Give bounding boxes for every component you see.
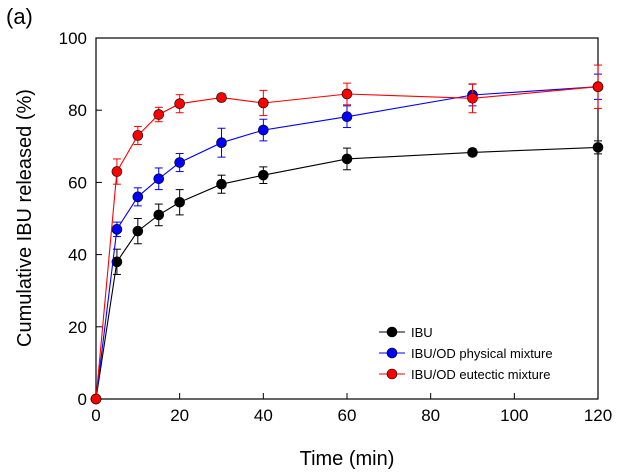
data-point: [111, 256, 123, 268]
y-tick-label: 20: [68, 318, 87, 337]
series-line: [95, 86, 599, 400]
y-tick-label: 60: [68, 173, 87, 192]
x-axis-title: Time (min): [300, 448, 395, 470]
data-point: [216, 92, 227, 103]
series-layer: [90, 64, 604, 405]
legend-marker: [386, 326, 398, 338]
x-tick-label: 60: [338, 406, 357, 425]
data-point: [592, 81, 604, 93]
data-point: [132, 225, 144, 237]
panel-label: (a): [6, 4, 33, 29]
data-point: [153, 209, 165, 221]
data-point: [341, 88, 353, 100]
data-point: [258, 124, 269, 136]
data-point: [153, 173, 165, 185]
axis-ticks: 0 20 40 60 80 100 120 0 20 40 60 80 100: [59, 29, 613, 425]
series-line: [95, 146, 599, 400]
legend-marker: [386, 347, 398, 359]
x-tick-label: 100: [500, 406, 528, 425]
x-tick-label: 120: [584, 406, 612, 425]
y-tick-label: 40: [68, 246, 87, 265]
data-point: [467, 92, 478, 104]
data-point: [174, 157, 185, 168]
data-point: [341, 153, 353, 165]
series-0: [90, 140, 604, 405]
data-point: [174, 196, 185, 208]
legend-label: IBU/OD physical mixture: [411, 346, 553, 361]
y-tick-label: 80: [68, 101, 87, 120]
data-point: [132, 130, 144, 141]
series-2: [90, 64, 604, 405]
y-axis-title: Cumulative IBU released (%): [14, 89, 36, 347]
series-line: [95, 86, 599, 400]
data-point: [90, 393, 102, 405]
y-tick-label: 0: [78, 390, 87, 409]
data-point: [258, 169, 269, 181]
data-point: [153, 109, 165, 120]
data-point: [258, 97, 269, 109]
data-point: [592, 142, 604, 153]
data-point: [174, 98, 185, 110]
legend-label: IBU: [411, 325, 433, 340]
data-point: [132, 191, 144, 203]
y-tick-label: 100: [59, 29, 87, 48]
x-tick-label: 80: [421, 406, 440, 425]
data-point: [216, 137, 227, 148]
data-point: [111, 224, 123, 235]
legend-label: IBU/OD eutectic mixture: [411, 367, 550, 382]
data-point: [467, 147, 478, 158]
x-tick-label: 40: [254, 406, 273, 425]
legend: IBU IBU/OD physical mixture IBU/OD eutecti…: [379, 325, 553, 382]
data-point: [216, 178, 227, 190]
legend-marker: [386, 368, 398, 380]
x-tick-label: 0: [91, 406, 100, 425]
x-tick-label: 20: [170, 406, 189, 425]
data-point: [111, 166, 123, 177]
data-point: [341, 111, 353, 122]
